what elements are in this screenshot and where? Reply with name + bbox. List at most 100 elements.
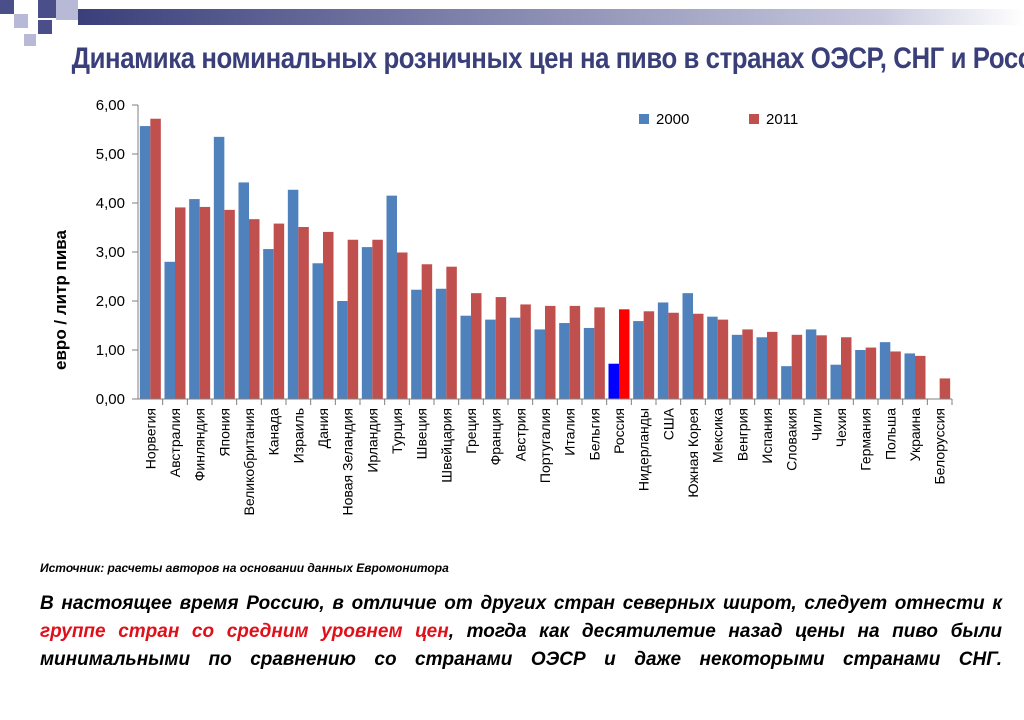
x-tick-label: Польша [882,408,898,460]
bar-2011 [175,207,186,399]
x-tick-label: Венгрия [734,408,750,461]
x-tick-label: Австралия [167,408,183,477]
paragraph-highlight: группе стран со средним уровнем цен [40,621,449,642]
paragraph-text-2: , тогда как десятилетие назад цены на пи… [40,621,1002,670]
bar-2000 [731,334,743,399]
bar-2011 [890,351,901,399]
bar-2000 [633,321,644,399]
x-tick-label: Швейцария [438,408,454,483]
x-tick-label: Австрия [512,408,528,461]
bar-2000 [657,302,669,399]
bar-2011 [249,219,260,399]
bar-2011 [619,309,630,399]
bar-2000 [904,353,915,399]
bar-2011 [717,319,729,399]
bar-2011 [915,355,926,399]
bar-2011 [841,337,852,399]
x-tick-label: Ирландия [364,408,380,473]
bar-2000 [485,319,496,399]
bar-2011 [520,304,531,399]
bar-2000 [855,350,866,399]
corner-square-6 [38,20,52,34]
y-tick-label: 5,00 [96,146,125,163]
bar-2000 [287,189,299,399]
x-tick-label: Греция [463,408,479,454]
x-tick-label: Бельгия [586,408,602,460]
bar-2000 [337,301,348,399]
x-tick-label: Канада [266,408,282,456]
x-tick-label: Германия [858,408,874,471]
x-tick-label: Финляндия [192,408,208,481]
bar-2000 [238,182,249,399]
x-tick-label: Словакия [784,408,800,471]
x-tick-label: Чили [808,408,824,441]
bar-2000 [583,327,595,399]
bar-2000 [707,316,718,399]
bar-2000 [682,293,693,399]
x-tick-label: Япония [216,408,232,457]
bar-2000 [164,261,175,399]
bar-2011 [939,378,951,399]
conclusion-paragraph: В настоящее время Россию, в отличие от д… [40,590,1002,674]
bar-2011 [742,329,753,399]
bar-2000 [213,136,225,399]
bar-2011 [767,331,778,399]
x-tick-label: Россия [611,408,627,454]
x-tick-label: Великобритания [241,408,257,516]
x-tick-label: Южная Корея [685,408,701,498]
bar-2000 [263,249,274,399]
header-gradient-bar [78,9,1024,25]
y-axis-label: евро / литр пива [51,229,70,369]
legend-label: 2000 [656,111,689,128]
bar-2011 [816,335,827,399]
y-tick-label: 4,00 [96,195,125,212]
legend-swatch [639,114,649,124]
bar-2011 [471,293,482,399]
bar-2011 [323,231,334,399]
x-tick-label: Белоруссия [932,408,948,485]
bar-2000 [879,342,891,399]
bar-2000 [386,195,397,399]
x-tick-label: Мексика [710,408,726,463]
bar-2011 [150,118,161,399]
bar-2011 [421,264,433,399]
bar-2011 [347,239,359,399]
source-note: Источник: расчеты авторов на основании д… [40,561,449,575]
x-tick-label: Нидерланды [636,408,652,491]
paragraph-text-1: В настоящее время Россию, в отличие от д… [40,593,1002,614]
corner-square-2 [14,14,28,28]
x-tick-label: Норвегия [142,408,158,469]
x-tick-label: Новая Зеландия [340,408,356,515]
beer-price-chart: 0,00 1,00 2,00 3,00 4,00 5,00 6,00 Норвегия Авст… [51,97,953,516]
bar-2011 [791,334,803,399]
bar-2000 [361,247,373,399]
bar-2011 [273,223,285,399]
bar-2000 [781,366,792,399]
bar-2011 [397,252,408,399]
legend: 2000 2011 [639,111,798,128]
corner-square-5 [24,34,36,46]
bar-2000 [509,317,521,399]
y-tick-label: 0,00 [96,391,125,408]
bar-2011 [446,266,457,399]
x-tick-label: Испания [759,408,775,464]
bar-2000 [534,329,545,399]
legend-label: 2011 [766,111,798,128]
bar-2000 [312,263,323,399]
x-tick-label: Турция [389,408,405,454]
bar-2000 [435,288,447,399]
legend-swatch [749,114,759,124]
bar-2000 [830,364,841,399]
bar-2011 [668,312,679,399]
bar-2011 [693,313,704,399]
bar-2011 [865,347,877,399]
bar-2011 [199,206,211,399]
y-tick-label: 6,00 [96,97,125,114]
y-tick-label: 2,00 [96,293,125,310]
page-title: Динамика номинальных розничных цен на пи… [71,42,1024,75]
bar-2011 [495,297,507,399]
x-tick-label: Италия [562,408,578,456]
y-tick-label: 1,00 [96,342,125,359]
x-tick-label: Швеция [414,408,430,459]
bar-2000 [756,337,767,399]
